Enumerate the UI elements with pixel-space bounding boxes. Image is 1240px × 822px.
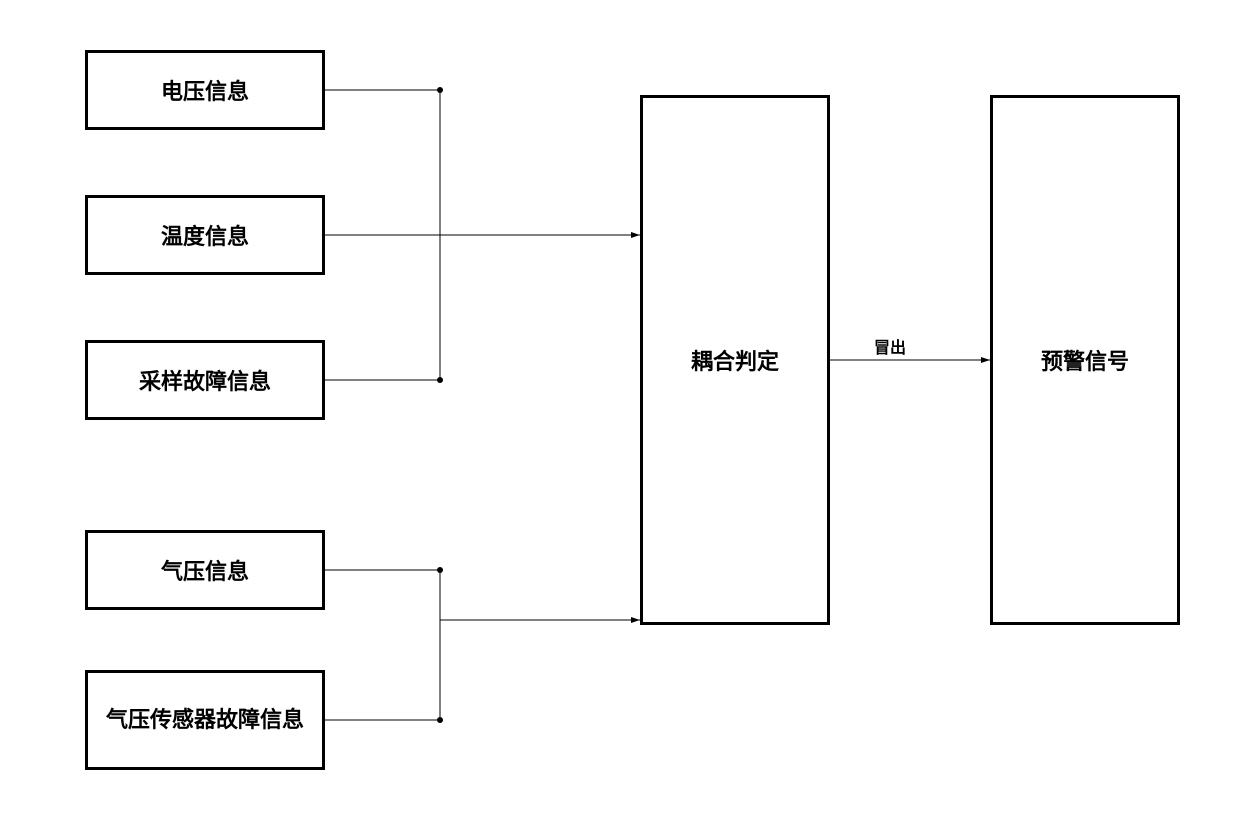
node-pressure-info: 气压信息 <box>85 530 325 610</box>
node-label: 气压传感器故障信息 <box>106 706 304 735</box>
edge-label-output: 冒出 <box>874 334 906 358</box>
node-label: 电压信息 <box>161 74 249 106</box>
node-label: 采样故障信息 <box>139 364 271 396</box>
node-label: 气压信息 <box>161 554 249 586</box>
node-warning-signal: 预警信号 <box>990 95 1180 625</box>
node-pressure-sensor-fault-info: 气压传感器故障信息 <box>85 670 325 770</box>
node-temperature-info: 温度信息 <box>85 195 325 275</box>
node-label: 耦合判定 <box>691 344 779 376</box>
node-voltage-info: 电压信息 <box>85 50 325 130</box>
node-label: 温度信息 <box>161 219 249 251</box>
node-label: 预警信号 <box>1041 344 1129 376</box>
node-coupling-judgment: 耦合判定 <box>640 95 830 625</box>
flowchart-diagram: 电压信息 温度信息 采样故障信息 气压信息 气压传感器故障信息 耦合判定 预警信… <box>0 0 1240 822</box>
node-sampling-fault-info: 采样故障信息 <box>85 340 325 420</box>
